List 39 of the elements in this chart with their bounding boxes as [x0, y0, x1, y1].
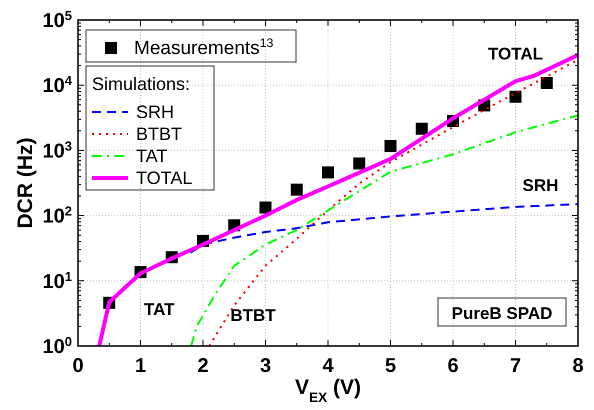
x-tick-label: 8	[572, 355, 584, 377]
x-tick-label: 1	[134, 355, 146, 377]
x-tick-label: 7	[510, 355, 522, 377]
y-axis-title: DCR (Hz)	[14, 138, 37, 228]
point	[540, 77, 553, 90]
point	[260, 202, 272, 214]
annotation: BTBT	[230, 306, 276, 326]
point	[510, 90, 522, 103]
line-series	[208, 58, 578, 346]
point	[353, 157, 366, 170]
point	[416, 122, 428, 135]
annotation: PureB SPAD	[452, 304, 552, 323]
line-series	[190, 203, 578, 254]
x-tick-label: 0	[72, 355, 84, 377]
x-tick-label: 5	[384, 355, 396, 377]
x-tick-label: 6	[447, 355, 459, 377]
legend-label: TOTAL	[136, 168, 192, 188]
x-tick-label: 4	[322, 355, 334, 377]
legend-label: BTBT	[136, 124, 182, 144]
point	[384, 140, 396, 152]
annotation: SRH	[522, 176, 558, 195]
annotation: TOTAL	[488, 44, 544, 64]
legend-label: TAT	[136, 146, 168, 166]
point	[290, 184, 303, 196]
y-tick-label: 10$^{3}$	[42, 138, 72, 162]
annotation: TAT	[144, 300, 176, 319]
line-series	[190, 114, 578, 346]
y-tick-label: 10$^{4}$	[42, 72, 73, 98]
legend-title: Simulations:	[92, 74, 190, 94]
y-tick-label: 10$^{0}$	[42, 334, 72, 358]
y-tick-label: 10$^{2}$	[42, 203, 72, 228]
y-tick-label: 10$^{5}$	[42, 8, 72, 32]
legend-label: SRH	[136, 102, 174, 122]
x-tick-label: 3	[260, 355, 272, 377]
legend-label: Measurements$^{13}$	[134, 36, 274, 59]
x-axis-title: V$_{EX}$ (V)	[294, 376, 362, 404]
x-tick-label: 2	[197, 355, 209, 377]
y-tick-label: 10$^{1}$	[42, 268, 72, 293]
point	[322, 166, 334, 178]
